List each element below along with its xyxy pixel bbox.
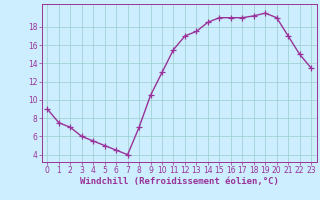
X-axis label: Windchill (Refroidissement éolien,°C): Windchill (Refroidissement éolien,°C) bbox=[80, 177, 279, 186]
